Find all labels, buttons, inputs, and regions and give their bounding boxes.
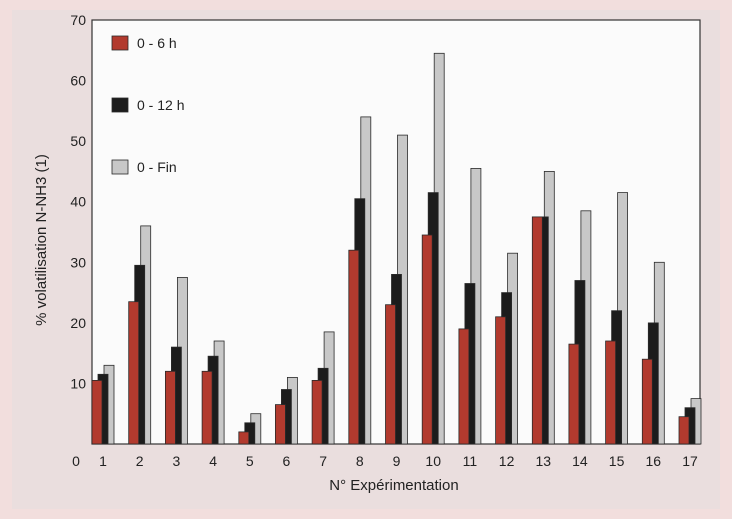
y-tick-10: 10 [70,375,86,391]
x-tick-12: 12 [499,453,515,469]
x-tick-8: 8 [356,453,364,469]
x-tick-1: 1 [99,453,107,469]
x-tick-17: 17 [682,453,698,469]
legend-swatch-2 [111,159,129,175]
y-tick-labels: 10 20 30 40 50 60 70 [70,12,86,391]
y-tick-70: 70 [70,12,86,28]
bar-6h-exp-5 [238,431,250,445]
bar-6h-exp-14 [568,343,580,445]
y-tick-30: 30 [70,254,86,270]
bar-6h-exp-17 [678,416,690,445]
bar-6h-exp-9 [385,304,396,445]
x-tick-14: 14 [572,453,588,469]
x-tick-9: 9 [393,453,401,469]
bar-6h-exp-16 [641,358,653,445]
bar-6h-exp-2 [128,301,140,445]
bar-6h-exp-10 [421,234,433,445]
x-tick-3: 3 [173,453,181,469]
legend-label-0: 0 - 6 h [137,35,177,51]
legend-label-2: 0 - Fin [137,159,177,175]
x-tick-4: 4 [209,453,217,469]
x-tick-16: 16 [646,453,662,469]
legend: 0 - 6 h 0 - 12 h 0 - Fin [111,35,184,175]
origin-label: 0 [72,453,80,469]
y-tick-50: 50 [70,133,86,149]
bars-layer [91,52,702,445]
x-tick-11: 11 [463,453,478,469]
x-tick-6: 6 [283,453,291,469]
bar-6h-exp-13 [531,216,543,445]
bar-6h-exp-4 [201,370,213,445]
bar-6h-exp-8 [348,249,360,445]
bar-6h-exp-6 [274,404,286,445]
bar-6h-exp-15 [605,340,616,445]
bar-6h-exp-12 [495,316,507,445]
legend-label-1: 0 - 12 h [137,97,184,113]
y-tick-60: 60 [70,73,86,89]
legend-swatch-0 [111,35,129,51]
x-tick-15: 15 [609,453,625,469]
y-tick-20: 20 [70,315,86,331]
bar-6h-exp-3 [164,370,176,445]
y-tick-40: 40 [70,194,86,210]
bar-6h-exp-7 [311,379,323,445]
x-axis-label: N° Expérimentation [329,477,458,494]
legend-swatch-1 [111,97,129,113]
x-tick-5: 5 [246,453,254,469]
x-tick-7: 7 [319,453,327,469]
y-axis-label: % volatilisation N-NH3 (1) [33,154,50,326]
bar-6h-exp-1 [91,379,103,445]
x-tick-labels: 1 2 3 4 5 6 7 8 9 10 11 12 13 14 15 16 17 [99,453,698,469]
x-tick-2: 2 [136,453,144,469]
x-tick-10: 10 [425,453,441,469]
x-tick-13: 13 [536,453,552,469]
bar-6h-exp-11 [458,328,470,445]
